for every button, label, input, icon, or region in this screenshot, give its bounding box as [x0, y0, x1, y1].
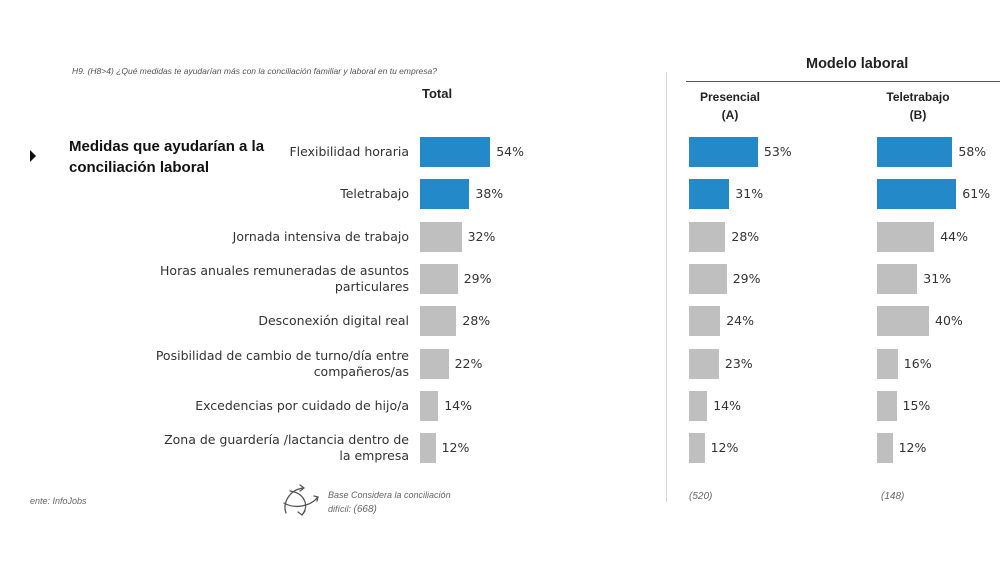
teletrabajo-value-label: 58% [958, 144, 987, 159]
total-value-label: 12% [441, 440, 470, 456]
section-title: Medidas que ayudarían a la conciliación … [69, 138, 265, 176]
base-note-text: Base Considera la conciliación difícil: [328, 490, 451, 514]
group-title: Modelo laboral [806, 56, 909, 72]
base-note: Base Considera la conciliación difícil: … [328, 488, 458, 517]
presencial-bar [689, 179, 730, 210]
presencial-sub: (A) [721, 108, 739, 122]
presencial-value-label: 23% [724, 355, 753, 371]
presencial-bar [689, 348, 719, 379]
presencial-bar [689, 306, 721, 337]
group-underline [686, 81, 1000, 82]
teletrabajo-value-label: 40% [935, 313, 963, 329]
total-value-label: 22% [454, 355, 483, 371]
category-label: Jornada intensiva de trabajo [232, 228, 409, 244]
teletrabajo-value-label: 44% [940, 228, 968, 244]
base-total: (668) [353, 504, 377, 515]
total-heading: Total [422, 86, 453, 101]
total-bar [420, 348, 449, 379]
total-value-label: 32% [467, 228, 496, 244]
divider-line [666, 72, 667, 502]
teletrabajo-bar [877, 306, 929, 337]
total-bar [420, 263, 458, 294]
category-label: Horas anuales remuneradas de asuntos par… [160, 262, 409, 294]
base-presencial: (520) [689, 491, 713, 502]
teletrabajo-value-label: 16% [903, 355, 932, 371]
presencial-name: Presencial [699, 90, 761, 104]
category-label: Teletrabajo [340, 186, 409, 202]
teletrabajo-bar [877, 263, 918, 294]
base-teletrabajo: (148) [881, 491, 905, 502]
category-label: Desconexión digital real [258, 313, 409, 329]
category-label: Excedencias por cuidado de hijo/a [195, 397, 409, 413]
total-bar [420, 390, 439, 421]
presencial-value-label: 14% [713, 397, 741, 413]
bullet-arrow-icon [30, 150, 36, 162]
teletrabajo-bar [877, 433, 893, 464]
total-value-label: 38% [475, 186, 504, 202]
presencial-bar [689, 390, 708, 421]
presencial-bar [689, 263, 727, 294]
teletrabajo-value-label: 31% [923, 270, 952, 286]
teletrabajo-bar [877, 390, 897, 421]
teletrabajo-value-label: 12% [898, 440, 927, 456]
presencial-value-label: 29% [732, 270, 761, 286]
category-label: Flexibilidad horaria [289, 144, 409, 159]
teletrabajo-bar [877, 221, 935, 252]
presencial-bar [689, 221, 726, 252]
presencial-bar [689, 433, 705, 464]
presencial-bar [689, 137, 758, 167]
survey-question: H9. (H8>4) ¿Qué medidas te ayudarían más… [72, 66, 437, 76]
total-value-label: 29% [463, 270, 492, 286]
total-value-label: 28% [462, 313, 491, 329]
teletrabajo-bar [877, 348, 898, 379]
presencial-value-label: 31% [735, 186, 764, 202]
teletrabajo-sub: (B) [909, 108, 927, 122]
teletrabajo-bar [877, 179, 957, 210]
teletrabajo-bar [877, 137, 953, 167]
presencial-value-label: 28% [731, 228, 760, 244]
teletrabajo-name: Teletrabajo [886, 90, 950, 104]
total-bar [420, 306, 457, 337]
total-bar [420, 433, 436, 464]
presencial-value-label: 53% [763, 144, 792, 159]
recycle-arrows-icon [283, 484, 319, 516]
teletrabajo-value-label: 61% [962, 186, 991, 202]
total-bar [420, 179, 470, 210]
presencial-heading: Presencial (A) [688, 88, 772, 124]
total-bar [420, 221, 462, 252]
presencial-value-label: 24% [726, 313, 754, 329]
total-bar [420, 137, 491, 167]
total-value-label: 14% [444, 397, 472, 413]
category-label: Zona de guardería /lactancia dentro de l… [164, 432, 409, 464]
teletrabajo-heading: Teletrabajo (B) [876, 88, 960, 124]
presencial-value-label: 12% [710, 440, 739, 456]
teletrabajo-value-label: 15% [902, 397, 931, 413]
total-value-label: 54% [496, 144, 524, 159]
source-note: ente: InfoJobs [30, 496, 87, 506]
category-label: Posibilidad de cambio de turno/día entre… [155, 347, 409, 379]
